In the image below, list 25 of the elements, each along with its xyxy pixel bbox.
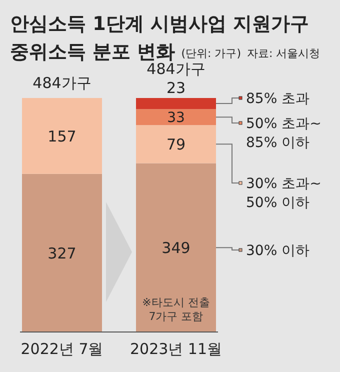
bar <box>136 98 216 110</box>
x-tick-label: 2022년 7월 <box>20 340 104 358</box>
data-label: 157 <box>48 127 76 146</box>
data-label: 23 <box>166 79 186 97</box>
legend-label: 30% 초과~50% 이하 <box>246 176 322 211</box>
bar <box>136 163 216 332</box>
text: 30% 이하 <box>246 243 310 259</box>
chart-subtitle: 중위소득 분포 변화 <box>10 41 176 63</box>
bar <box>136 125 216 164</box>
data-label: 33 <box>167 110 185 126</box>
x-tick-label: 2023년 11월 <box>130 340 222 358</box>
chart-title: 안심소득 1단계 시범사업 지원가구 <box>10 13 310 35</box>
legend-label: 50% 초과~85% 이하 <box>246 116 322 151</box>
bar <box>22 174 102 332</box>
annotation: ※타도시 전출 7가구 포함 <box>142 296 210 323</box>
total-label: 484가구 <box>146 60 206 78</box>
bar <box>136 109 216 126</box>
data-label: 79 <box>166 136 186 154</box>
bar <box>22 98 102 174</box>
total-label: 484가구 <box>32 74 92 92</box>
data-label: 327 <box>48 244 76 262</box>
text: 자료: 서울시청 <box>247 47 320 60</box>
legend-label: 85% 초과 <box>246 91 310 107</box>
text: (단위: 가구) <box>181 47 242 60</box>
data-label: 349 <box>162 239 190 258</box>
